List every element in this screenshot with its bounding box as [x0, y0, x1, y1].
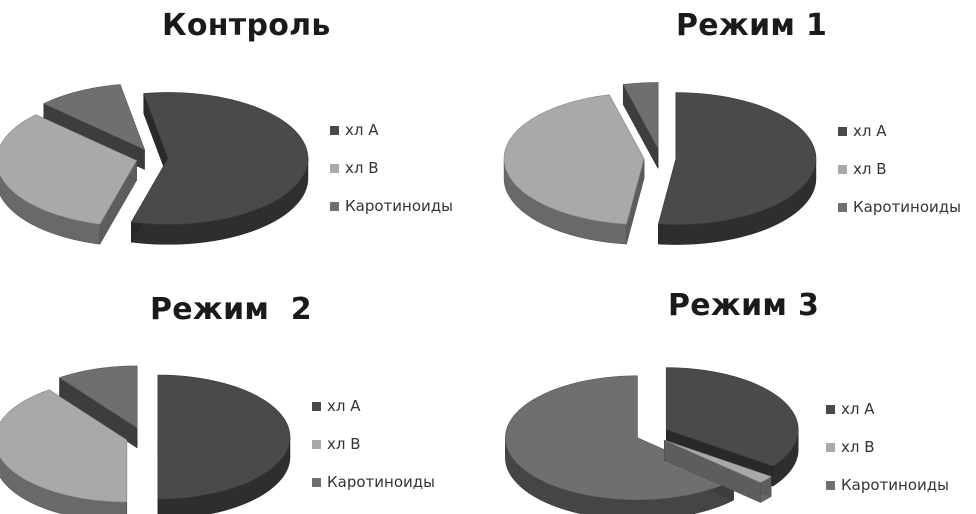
chart-title: Режим 3: [668, 288, 820, 323]
legend-label: хл В: [853, 160, 887, 178]
legend-item: Каротиноиды: [838, 198, 961, 216]
slice-top: [43, 84, 146, 151]
legend-swatch: [330, 201, 339, 211]
slice-top: [58, 365, 138, 429]
legend-item: Каротиноиды: [826, 476, 949, 494]
pie-slice-хл В: [503, 94, 645, 245]
legend-label: Каротиноиды: [327, 473, 435, 491]
legend-label: хл В: [327, 435, 361, 453]
legend-swatch: [312, 477, 321, 487]
slice-top: [130, 92, 309, 225]
legend-swatch: [826, 480, 835, 490]
legend-swatch: [838, 164, 847, 174]
legend-swatch: [330, 163, 339, 173]
pie-slice-Каротиноиды: [622, 82, 659, 169]
slice-top: [622, 82, 659, 149]
pie-chart: [505, 367, 799, 514]
legend-label: Каротиноиды: [853, 198, 961, 216]
legend-swatch: [330, 125, 339, 135]
chart-title: Режим 1: [676, 8, 828, 43]
pie-slice-Каротиноиды: [58, 365, 138, 449]
legend-label: хл А: [853, 122, 887, 140]
legend-label: хл А: [345, 121, 379, 139]
legend-label: Каротиноиды: [841, 476, 949, 494]
legend-swatch: [826, 404, 835, 414]
chart-panel-control: Контроль хл А хл В Каротиноиды: [0, 0, 488, 254]
pie-chart: [0, 84, 309, 246]
legend-item: хл А: [838, 122, 961, 140]
legend-label: хл А: [327, 397, 361, 415]
legend-swatch: [838, 202, 847, 212]
slice-top: [658, 92, 817, 225]
slice-top: [505, 375, 735, 501]
chart-title: Режим 2: [150, 292, 312, 327]
pie-slice-хл А: [157, 374, 291, 514]
legend-swatch: [838, 126, 847, 136]
legend-label: хл В: [841, 438, 875, 456]
legend-label: хл В: [345, 159, 379, 177]
legend-item: хл В: [826, 438, 949, 456]
legend-item: хл А: [312, 397, 435, 415]
legend-label: хл А: [841, 400, 875, 418]
slice-top: [0, 389, 128, 503]
chart-panel-mode-3: Режим 3 хл А хл В Каротиноиды: [488, 254, 976, 514]
pie-slice-хл А: [130, 92, 309, 245]
pie-slice-хл В: [0, 114, 137, 246]
pie-chart: [0, 365, 291, 514]
legend-item: хл В: [838, 160, 961, 178]
slice-top: [503, 94, 645, 225]
slice-top: [157, 374, 291, 500]
pie-slice-хл А: [658, 92, 817, 245]
legend-item: Каротиноиды: [330, 197, 453, 215]
chart-panel-mode-2: Режим 2 хл А хл В Каротиноиды: [0, 254, 488, 514]
legend-label: Каротиноиды: [345, 197, 453, 215]
legend-swatch: [826, 442, 835, 452]
chart-legend: хл А хл В Каротиноиды: [826, 400, 949, 514]
chart-panel-mode-1: Режим 1 хл А хл В Каротиноиды: [488, 0, 976, 254]
legend-item: хл А: [330, 121, 453, 139]
pie-slice-хл В: [0, 389, 128, 514]
chart-legend: хл А хл В Каротиноиды: [838, 122, 961, 236]
slice-top: [665, 367, 799, 467]
pie-slice-хл В: [664, 439, 772, 503]
legend-item: Каротиноиды: [312, 473, 435, 491]
legend-swatch: [312, 439, 321, 449]
slice-top: [0, 114, 137, 225]
slice-top: [664, 439, 772, 483]
pie-chart: [503, 82, 817, 245]
chart-legend: хл А хл В Каротиноиды: [312, 397, 435, 511]
legend-swatch: [312, 401, 321, 411]
chart-legend: хл А хл В Каротиноиды: [330, 121, 453, 235]
legend-item: хл А: [826, 400, 949, 418]
legend-item: хл В: [312, 435, 435, 453]
legend-item: хл В: [330, 159, 453, 177]
chart-title: Контроль: [162, 8, 331, 43]
